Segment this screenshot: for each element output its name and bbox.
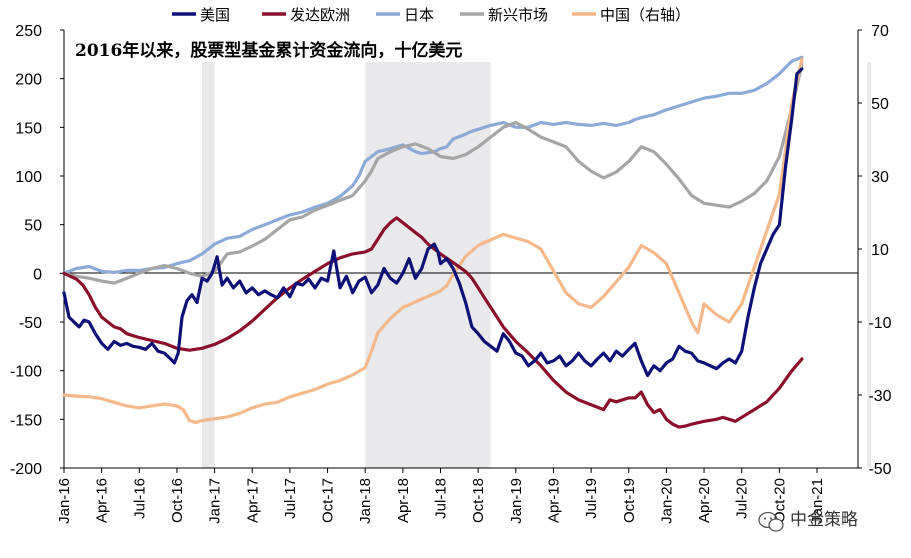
shaded-periods xyxy=(202,62,872,468)
left-tick-labels: 250 200 150 100 50 0 -50 -100 -150 -200 xyxy=(10,23,64,478)
right-tick-label: -10 xyxy=(868,315,891,332)
series-line-1 xyxy=(62,67,804,378)
x-tick-label: Apr-16 xyxy=(94,478,111,523)
left-tick-label: 50 xyxy=(24,218,42,235)
left-tick-label: 150 xyxy=(15,120,42,137)
x-tick-label: Jan-17 xyxy=(207,478,224,524)
x-tick-label: Oct-16 xyxy=(169,478,186,523)
left-tick-label: -50 xyxy=(19,315,42,332)
x-tick-label: Oct-20 xyxy=(771,478,788,523)
chart-title: 2016年以来，股票型基金累计资金流向，十亿美元 xyxy=(75,40,462,61)
legend-label: 日本 xyxy=(404,6,434,24)
watermark: 中金策略 xyxy=(758,510,858,532)
watermark-text: 中金策略 xyxy=(790,510,858,530)
series-line-5 xyxy=(62,57,804,424)
x-tick-label: Oct-19 xyxy=(621,478,638,523)
legend-label: 中国（右轴） xyxy=(600,6,690,24)
left-tick-label: 100 xyxy=(15,169,42,186)
x-tick-label: Oct-17 xyxy=(320,478,337,523)
legend-label: 美国 xyxy=(200,6,230,24)
x-tick-label: Jan-20 xyxy=(658,478,675,524)
x-tick-label: Jan-18 xyxy=(357,478,374,524)
x-tick-label: Apr-20 xyxy=(696,478,713,523)
x-tick-label: Jan-19 xyxy=(508,478,525,524)
right-tick-label: -30 xyxy=(868,388,891,405)
left-tick-label: 200 xyxy=(15,72,42,89)
shaded-period-2 xyxy=(365,62,491,468)
x-tick-label: Apr-18 xyxy=(395,478,412,523)
shaded-period-3 xyxy=(867,62,872,468)
right-tick-label: 50 xyxy=(871,96,889,113)
series-lines xyxy=(62,55,804,429)
x-tick-label: Jul-20 xyxy=(734,478,751,519)
x-tick-label: Apr-17 xyxy=(244,478,261,523)
x-tick-label: Jan-16 xyxy=(56,478,73,524)
x-tick-label: Jul-17 xyxy=(282,478,299,519)
legend-label: 发达欧洲 xyxy=(290,6,350,24)
x-tick-label: Apr-19 xyxy=(545,478,562,523)
x-tick-label: Jan-21 xyxy=(809,478,826,524)
wechat-icon xyxy=(758,511,784,532)
series-line-4 xyxy=(62,62,804,285)
left-tick-label: 0 xyxy=(33,266,42,283)
x-tick-label: Jul-16 xyxy=(131,478,148,519)
right-tick-labels: 70 50 30 10 -10 -30 -50 xyxy=(858,23,892,478)
x-tick-label: Jul-18 xyxy=(433,478,450,519)
left-tick-label: -150 xyxy=(10,412,42,429)
left-tick-label: -200 xyxy=(10,461,42,478)
left-tick-label: 250 xyxy=(15,23,42,40)
shaded-period-1 xyxy=(202,62,215,468)
right-tick-label: -50 xyxy=(868,461,891,478)
right-tick-label: 70 xyxy=(871,23,889,40)
x-tick-label: Jul-19 xyxy=(583,478,600,519)
series-line-2 xyxy=(62,216,804,429)
legend-label: 新兴市场 xyxy=(488,6,548,24)
right-tick-label: 30 xyxy=(871,169,889,186)
right-tick-label: 10 xyxy=(871,242,889,259)
x-tick-labels: Jan-16 Apr-16 Jul-16 Oct-16 Jan-17 Apr-17 Jul-… xyxy=(56,468,826,524)
left-tick-label: -100 xyxy=(10,364,42,381)
legend: 美国 发达欧洲 日本 新兴市场 中国（右轴） xyxy=(172,6,690,24)
x-tick-label: Oct-18 xyxy=(470,478,487,523)
